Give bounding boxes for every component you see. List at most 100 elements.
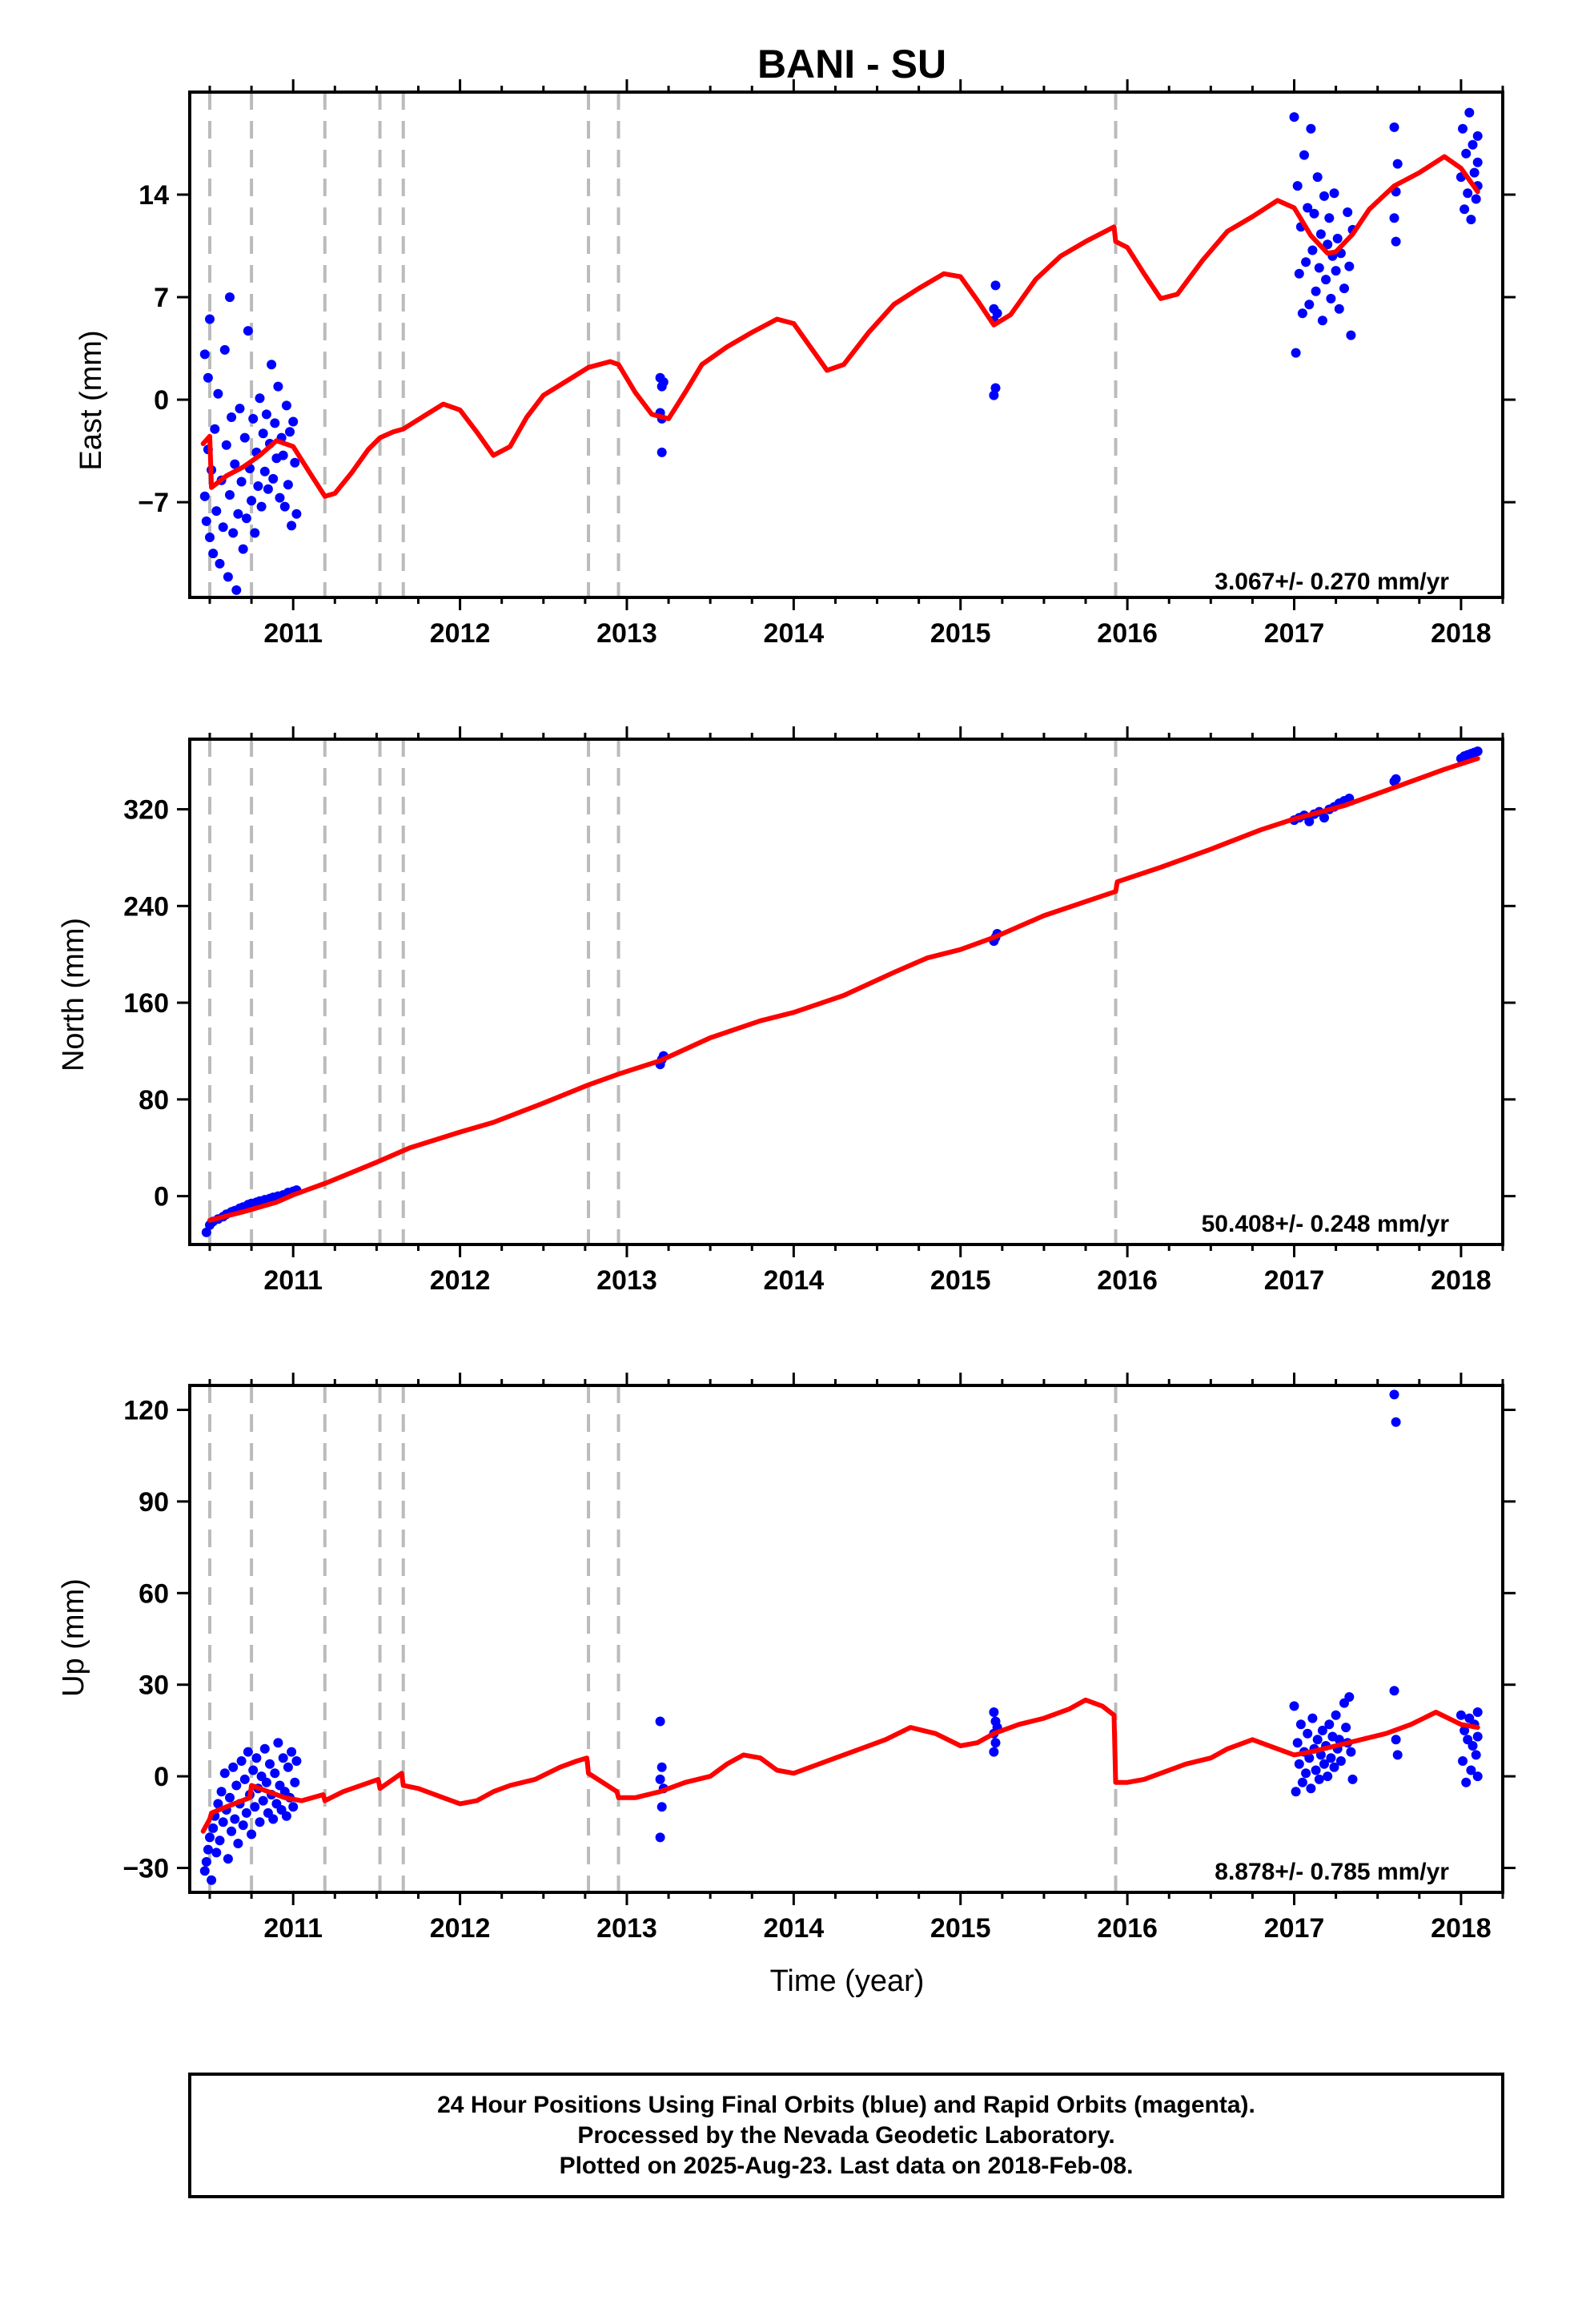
data-point <box>251 1753 262 1763</box>
data-point <box>1391 1735 1401 1745</box>
data-point <box>1297 308 1307 319</box>
data-point <box>1307 245 1318 255</box>
data-point <box>1460 204 1470 215</box>
data-point <box>208 549 219 559</box>
data-point <box>1294 1759 1304 1769</box>
model-curve <box>200 154 1480 499</box>
north-panel: 2011 2012 2013 2014 2015 2016 2017 2018 0 80 160 24… <box>123 726 1516 1296</box>
data-point <box>1312 172 1323 183</box>
data-point <box>203 372 213 383</box>
data-point <box>1347 1774 1358 1784</box>
data-point <box>1392 159 1403 169</box>
data-point <box>1324 213 1335 223</box>
data-point <box>287 1747 297 1757</box>
data-point <box>1341 1723 1351 1733</box>
data-point <box>203 1844 213 1855</box>
data-point <box>275 493 285 503</box>
data-point <box>243 326 253 336</box>
data-point <box>1301 1768 1311 1779</box>
data-point <box>1346 330 1356 340</box>
data-point <box>1344 1692 1355 1702</box>
data-point <box>1312 1735 1323 1745</box>
data-point <box>247 1829 257 1839</box>
data-point <box>291 509 302 519</box>
data-point <box>223 572 233 582</box>
data-point <box>1468 139 1478 150</box>
x-tick-label: 2017 <box>1264 618 1325 649</box>
data-point <box>1391 236 1401 247</box>
data-point <box>223 1854 233 1864</box>
data-point <box>215 1835 225 1846</box>
data-point <box>1460 1725 1470 1735</box>
data-point <box>213 388 223 399</box>
data-point <box>1472 1771 1483 1782</box>
data-point <box>1331 1710 1341 1720</box>
data-point <box>655 1832 665 1843</box>
data-point <box>225 1792 235 1803</box>
data-point <box>1289 1701 1299 1711</box>
x-tick-label: 2012 <box>430 618 491 649</box>
ylabel-up: Up (mm) <box>57 1578 90 1697</box>
data-point <box>1326 293 1336 304</box>
data-point <box>1391 774 1401 784</box>
data-point <box>208 1823 219 1833</box>
data-point <box>270 1768 280 1779</box>
data-point <box>268 473 279 484</box>
data-point <box>1344 261 1355 271</box>
data-point <box>255 393 265 404</box>
data-point <box>990 383 1001 393</box>
ylabel-north: North (mm) <box>57 918 90 1072</box>
data-point <box>1306 123 1316 134</box>
data-point <box>263 484 273 494</box>
data-point <box>265 1759 275 1769</box>
data-point <box>225 292 235 303</box>
data-point <box>1323 239 1333 250</box>
data-point <box>281 400 291 411</box>
data-point <box>233 509 243 519</box>
xlabel-time: Time (year) <box>770 1964 925 1998</box>
data-point <box>1299 150 1309 160</box>
x-tick-label: 2012 <box>430 1265 491 1296</box>
data-point <box>1307 1713 1318 1723</box>
footer-line-2: Processed by the Nevada Geodetic Laborat… <box>577 2122 1114 2149</box>
data-point <box>238 544 248 554</box>
data-point <box>1334 304 1344 314</box>
rate-up: 8.878+/- 0.785 mm/yr <box>1215 1859 1449 1885</box>
east-panel: 2011 2012 2013 2014 2015 2016 2017 2018 −7 0 7 14 <box>138 79 1516 649</box>
data-point <box>655 1716 665 1727</box>
data-point <box>231 585 242 595</box>
data-point <box>199 491 210 501</box>
x-tick-label: 2018 <box>1431 618 1492 649</box>
data-point <box>1458 123 1468 134</box>
x-tick-label: 2016 <box>1097 1265 1158 1296</box>
x-tick-label: 2018 <box>1431 1265 1492 1296</box>
x-tick-label: 2016 <box>1097 1913 1158 1944</box>
up-panel: 2011 2012 2013 2014 2015 2016 2017 2018 −30 0 30 60… <box>122 1373 1516 1944</box>
y-tick-label: −30 <box>122 1853 169 1884</box>
data-point <box>205 533 215 542</box>
data-point <box>1389 1389 1399 1400</box>
data-point <box>273 381 283 392</box>
data-point <box>1319 1759 1329 1769</box>
data-point <box>1295 1719 1306 1730</box>
y-tick-label: 7 <box>154 283 169 313</box>
data-point <box>1389 122 1399 132</box>
data-point <box>241 1807 251 1818</box>
y-tick-label: 240 <box>123 891 169 922</box>
x-tick-label: 2014 <box>764 1265 825 1296</box>
data-point <box>250 528 260 538</box>
data-point <box>989 1747 999 1757</box>
data-point <box>1317 1725 1327 1735</box>
data-point <box>1466 215 1476 225</box>
footer-line-3: Plotted on 2025-Aug-23. Last data on 201… <box>560 2153 1134 2179</box>
model-curve <box>200 1697 1480 1834</box>
plot-frame <box>188 738 1504 1246</box>
y-tick-label: 0 <box>154 1762 169 1792</box>
data-point <box>1292 181 1303 191</box>
data-point <box>283 480 293 490</box>
data-point <box>1294 268 1304 279</box>
data-point <box>992 308 1002 319</box>
plot-frame <box>188 1384 1504 1894</box>
data-point <box>211 1848 222 1858</box>
